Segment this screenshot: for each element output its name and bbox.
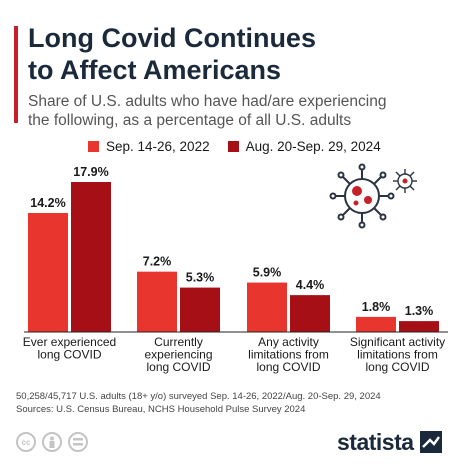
category-label-0: Ever experienced long COVID <box>23 335 116 362</box>
data-label-2022-1: 7.2% <box>143 255 172 269</box>
sources-note: Sources: U.S. Census Bureau, NCHS Househ… <box>16 404 306 415</box>
bar-2022-3 <box>356 316 396 332</box>
bar-chart: 14.2% 17.9% Ever experienced long COVID 7.2%… <box>23 165 448 374</box>
data-label-2022-3: 1.8% <box>362 300 391 314</box>
license-icons: cc <box>16 432 94 452</box>
cc-icon[interactable]: cc <box>16 432 36 452</box>
category-label-1: Currently experiencing long COVID <box>144 335 212 374</box>
statista-mark-icon <box>419 431 442 453</box>
chart-legend: Sep. 14-26, 2022 Aug. 20-Sep. 29, 2024 <box>88 137 399 155</box>
footnote: 50,258/45,717 U.S. adults (18+ y/o) surv… <box>16 390 456 416</box>
bar-2024-2 <box>290 295 330 332</box>
data-label-2024-1: 5.3% <box>186 271 215 285</box>
equals-icon[interactable] <box>68 432 88 452</box>
bar-2024-1 <box>180 287 220 332</box>
accent-bar <box>14 26 18 123</box>
page-title: Long Covid Continues to Affect Americans <box>28 23 316 85</box>
virus-small-icon <box>393 169 417 193</box>
category-label-2: Any activity limitations from long COVID <box>248 335 329 374</box>
legend-label-2022: Sep. 14-26, 2022 <box>106 138 210 154</box>
legend-item-2024: Aug. 20-Sep. 29, 2024 <box>227 138 381 154</box>
bar-2022-1 <box>137 271 177 332</box>
data-label-2024-3: 1.3% <box>405 304 434 318</box>
brand-name: statista <box>337 428 414 455</box>
bar-2024-0 <box>71 182 111 332</box>
bar-2022-0 <box>28 213 68 332</box>
category-label-3: Significant activity limitations from long… <box>350 335 445 374</box>
bar-2022-2 <box>247 282 287 332</box>
data-label-2022-0: 14.2% <box>30 196 65 210</box>
page-subtitle: Share of U.S. adults who have had/are ex… <box>28 93 387 129</box>
legend-swatch-2024 <box>227 140 239 152</box>
survey-note: 50,258/45,717 U.S. adults (18+ y/o) surv… <box>16 391 381 402</box>
statista-logo[interactable]: statista <box>337 427 442 457</box>
person-icon[interactable] <box>42 432 62 452</box>
legend-label-2024: Aug. 20-Sep. 29, 2024 <box>245 138 381 154</box>
legend-item-2022: Sep. 14-26, 2022 <box>88 139 210 154</box>
legend-swatch-2022 <box>88 140 99 152</box>
data-label-2024-2: 4.4% <box>296 278 325 292</box>
virus-icon <box>329 163 395 229</box>
data-label-2024-0: 17.9% <box>73 165 108 179</box>
data-label-2022-2: 5.9% <box>253 266 282 280</box>
bar-2024-3 <box>399 321 439 332</box>
